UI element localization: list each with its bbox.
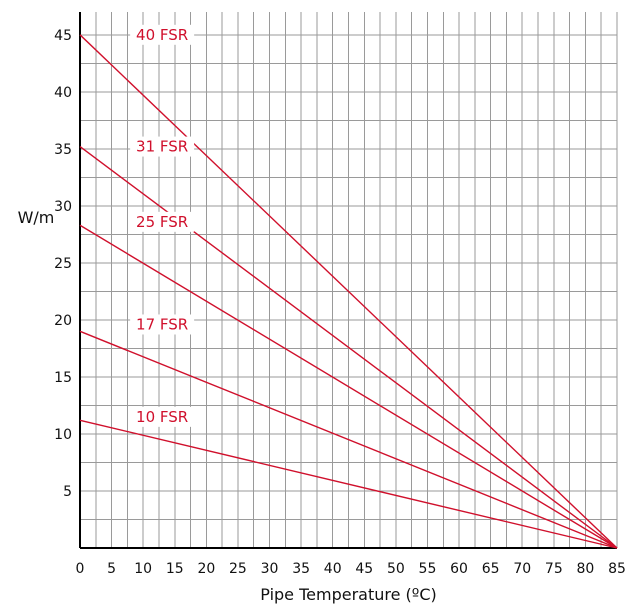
x-tick-label: 15 (166, 561, 184, 577)
x-tick-label: 50 (387, 561, 405, 577)
series-line (79, 34, 618, 549)
y-tick-label: 40 (54, 85, 72, 101)
y-tick-label: 5 (63, 484, 72, 500)
x-tick-label: 75 (545, 561, 563, 577)
x-tick-label: 60 (450, 561, 468, 577)
series-label-background (130, 211, 195, 232)
x-tick-label: 10 (134, 561, 152, 577)
y-tick-labels: 5 10 15 20 25 30 35 40 45 (54, 28, 72, 500)
y-tick-label: 15 (54, 370, 72, 386)
x-tick-label: 30 (261, 561, 279, 577)
x-tick-label: 5 (107, 561, 116, 577)
series-lines: 40 FSR 31 FSR 25 FSR 17 FSR 10 FSR (79, 24, 618, 549)
series-label-background (130, 314, 195, 335)
x-tick-label: 70 (513, 561, 531, 577)
y-tick-label: 35 (54, 142, 72, 158)
series-label: 40 FSR (136, 26, 188, 44)
x-tick-label: 85 (608, 561, 626, 577)
series-label: 31 FSR (136, 138, 188, 156)
x-tick-label: 65 (482, 561, 500, 577)
series-label: 17 FSR (136, 315, 188, 333)
series-label: 10 FSR (136, 408, 188, 426)
y-tick-label: 25 (54, 256, 72, 272)
y-tick-label: 30 (54, 199, 72, 215)
y-tick-label: 45 (54, 28, 72, 44)
x-tick-label: 20 (197, 561, 215, 577)
x-tick-label: 0 (76, 561, 85, 577)
x-tick-labels: 0 5 10 15 20 25 30 35 40 45 50 55 60 65 70 75 80 85 (76, 561, 626, 577)
grid (80, 12, 618, 548)
series-line (79, 419, 618, 549)
x-tick-label: 55 (419, 561, 437, 577)
x-axis-title: Pipe Temperature (ºC) (260, 585, 436, 604)
x-tick-label: 80 (576, 561, 594, 577)
series-line (79, 224, 618, 549)
series-line (79, 330, 618, 549)
y-tick-label: 20 (54, 313, 72, 329)
series-label-background (130, 136, 195, 157)
series-label: 25 FSR (136, 213, 188, 231)
x-tick-label: 35 (292, 561, 310, 577)
x-tick-label: 25 (229, 561, 247, 577)
x-tick-label: 45 (355, 561, 373, 577)
axes (79, 12, 617, 549)
y-axis-title: W/m (18, 208, 55, 227)
series-label-background (130, 24, 195, 45)
x-tick-label: 40 (324, 561, 342, 577)
series-label-background (130, 406, 195, 427)
y-tick-label: 10 (54, 427, 72, 443)
